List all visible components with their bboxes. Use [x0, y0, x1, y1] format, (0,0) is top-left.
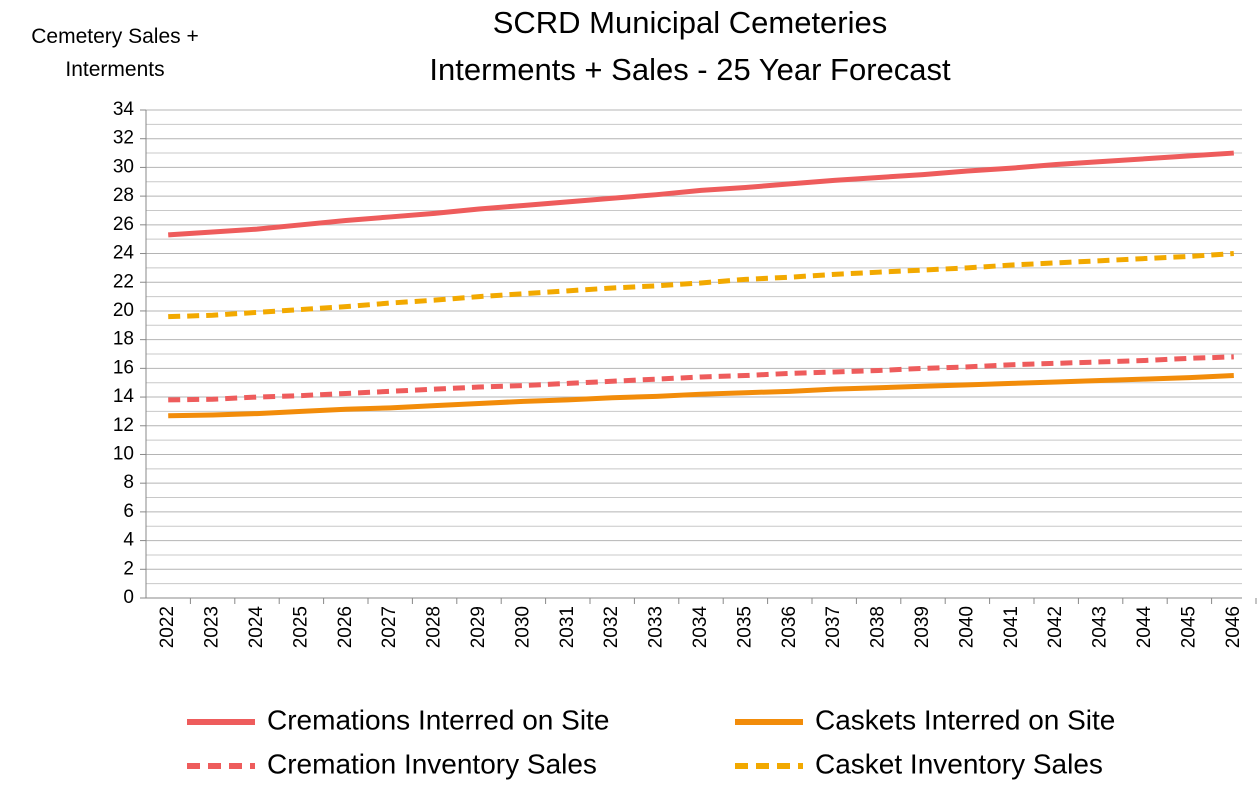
- y-tick-label: 30: [113, 156, 134, 177]
- legend-label: Casket Inventory Sales: [815, 748, 1103, 779]
- x-tick-label: 2023: [202, 606, 223, 648]
- y-tick-label: 18: [113, 329, 134, 350]
- y-tick-label: 20: [113, 300, 134, 321]
- x-tick-label: 2041: [1001, 606, 1022, 648]
- x-tick-label: 2038: [868, 606, 889, 648]
- y-axis-title: Cemetery Sales + Interments: [31, 25, 199, 81]
- x-tick-label: 2042: [1045, 606, 1066, 648]
- x-tick-label: 2034: [690, 606, 711, 649]
- x-tick-label: 2026: [335, 606, 356, 648]
- x-tick-label: 2022: [157, 606, 178, 648]
- y-tick-label: 34: [113, 99, 135, 120]
- x-tick-label: 2031: [557, 606, 578, 648]
- x-tick-label: 2044: [1134, 606, 1155, 649]
- y-tick-label: 8: [123, 472, 134, 493]
- x-tick-label: 2046: [1223, 606, 1244, 648]
- x-tick-label: 2025: [290, 606, 311, 648]
- y-tick-label: 6: [123, 501, 134, 522]
- y-tick-label: 4: [123, 530, 134, 551]
- legend-label: Caskets Interred on Site: [815, 704, 1115, 735]
- series-line: [168, 150, 1234, 238]
- x-tick-label: 2039: [912, 606, 933, 648]
- x-tick-label: 2033: [646, 606, 667, 648]
- legend-label: Cremation Inventory Sales: [267, 748, 597, 779]
- y-tick-label: 2: [123, 558, 134, 579]
- x-tick-label: 2029: [468, 606, 489, 648]
- series-line: [168, 373, 1234, 419]
- x-tick-label: 2027: [379, 606, 400, 648]
- series-line: [168, 251, 1234, 320]
- y-tick-label: 0: [123, 587, 134, 608]
- x-tick-label: 2040: [956, 606, 977, 648]
- chart-subtitle: Interments + Sales - 25 Year Forecast: [429, 52, 951, 87]
- legend-label: Cremations Interred on Site: [267, 704, 609, 735]
- x-tick-label: 2030: [512, 606, 533, 648]
- x-tick-label: 2043: [1090, 606, 1111, 648]
- x-tick-label: 2024: [246, 606, 267, 649]
- x-tick-label: 2032: [601, 606, 622, 648]
- y-tick-label: 24: [113, 243, 135, 264]
- y-tick-label: 28: [113, 185, 134, 206]
- y-tick-label: 10: [113, 443, 134, 464]
- x-tick-label: 2028: [424, 606, 445, 648]
- series-line: [168, 354, 1234, 403]
- x-tick-label: 2036: [779, 606, 800, 648]
- y-tick-label: 26: [113, 214, 134, 235]
- y-tick-label: 22: [113, 271, 134, 292]
- y-tick-label: 32: [113, 128, 134, 149]
- y-tick-label: 12: [113, 415, 134, 436]
- x-tick-label: 2045: [1178, 606, 1199, 648]
- chart-title: SCRD Municipal Cemeteries: [493, 5, 888, 40]
- y-tick-label: 16: [113, 357, 134, 378]
- x-tick-label: 2035: [734, 606, 755, 648]
- x-tick-label: 2037: [823, 606, 844, 648]
- y-tick-label: 14: [113, 386, 135, 407]
